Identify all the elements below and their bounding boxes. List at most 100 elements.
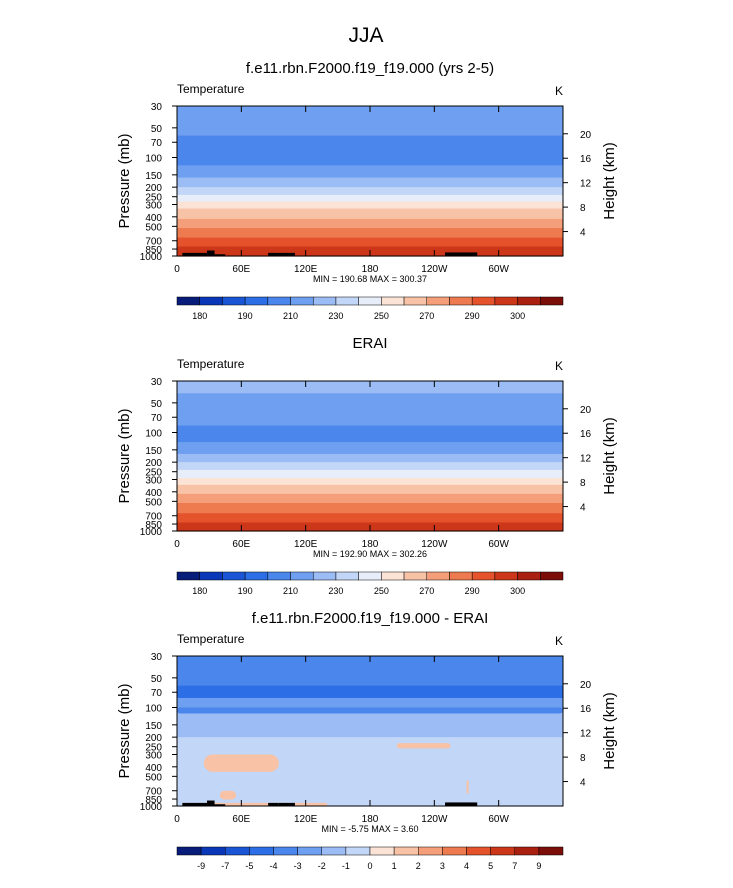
colorbar-box: [426, 296, 450, 306]
x-tick-label: 0: [174, 264, 180, 275]
min-max-stats: MIN = -5.75 MAX = 3.60: [321, 824, 418, 834]
panels: f.e11.rbn.F2000.f19_f19.000 (yrs 2-5)Tem…: [116, 60, 618, 871]
colorbar-box: [369, 846, 395, 856]
colorbar-label: 290: [465, 311, 480, 321]
contour-anomaly: [219, 790, 236, 800]
y-tick-label: 700: [145, 237, 162, 248]
colorbar-box: [358, 571, 382, 581]
colorbar-label: 180: [192, 311, 207, 321]
colorbar-label: -2: [318, 861, 326, 871]
contour-band: [177, 228, 563, 239]
y-tick-label: 300: [145, 200, 162, 211]
y2-tick-label: 20: [580, 130, 592, 141]
colorbar-box: [517, 296, 541, 306]
y2-tick-label: 16: [580, 154, 592, 165]
colorbar-label: -1: [342, 861, 350, 871]
contour-band: [177, 187, 563, 196]
panel-title: ERAI: [352, 335, 387, 352]
y-tick-label: 500: [145, 222, 162, 233]
panel-right-label: K: [555, 84, 563, 98]
x-tick-label: 60W: [488, 814, 509, 825]
contour-band: [177, 478, 563, 486]
y2-tick-label: 8: [580, 753, 586, 764]
colorbar-box: [176, 296, 200, 306]
contour-band: [177, 442, 563, 455]
y2-tick-label: 4: [580, 503, 586, 514]
topography-block: [278, 802, 295, 806]
panel-title: f.e11.rbn.F2000.f19_f19.000 (yrs 2-5): [246, 60, 494, 77]
colorbar-box: [393, 846, 419, 856]
colorbar-box: [199, 296, 223, 306]
contour-band: [177, 503, 563, 514]
x-tick-label: 120E: [294, 814, 318, 825]
y-tick-label: 150: [145, 721, 162, 732]
y-tick-label: 1000: [140, 527, 163, 538]
colorbar-box: [267, 296, 291, 306]
y-tick-label: 850: [145, 520, 162, 531]
contour-anomaly: [177, 707, 563, 714]
colorbar-box: [418, 846, 443, 856]
y-tick-label: 50: [151, 124, 163, 135]
y-tick-label: 500: [145, 497, 162, 508]
contour-band: [177, 118, 563, 137]
colorbar-box: [466, 846, 491, 856]
colorbar-label: 270: [419, 311, 434, 321]
min-max-stats: MIN = 192.90 MAX = 302.26: [313, 549, 427, 559]
figure-title: JJA: [348, 24, 383, 47]
contour-anomaly: [203, 754, 279, 772]
x-tick-label: 120W: [421, 814, 448, 825]
x-tick-label: 120W: [421, 539, 448, 550]
y-tick-label: 200: [145, 458, 162, 469]
colorbar-box: [297, 846, 322, 856]
colorbar-box: [442, 846, 467, 856]
colorbar-box: [538, 846, 564, 856]
min-max-stats: MIN = 190.68 MAX = 300.37: [313, 274, 427, 284]
colorbar-box: [176, 846, 202, 856]
colorbar-box: [244, 571, 269, 581]
colorbar-box: [471, 571, 496, 581]
y-axis-label: Pressure (mb): [116, 683, 133, 778]
colorbar-label: 250: [374, 586, 389, 596]
contour-band: [177, 685, 563, 699]
panel-right-label: K: [555, 634, 563, 648]
colorbar-box: [222, 571, 246, 581]
colorbar-box: [540, 296, 564, 306]
colorbar-label: 250: [374, 311, 389, 321]
colorbar-box: [199, 571, 223, 581]
contour-band: [177, 177, 563, 188]
y2-tick-label: 16: [580, 429, 592, 440]
y2-axis-label: Height (km): [601, 142, 618, 220]
colorbar-box: [200, 846, 226, 856]
y-tick-label: 400: [145, 213, 162, 224]
topography-block: [268, 252, 279, 256]
colorbar-box: [225, 846, 250, 856]
colorbar-label: -5: [245, 861, 253, 871]
contour-band: [177, 237, 563, 248]
contour-band: [177, 201, 563, 210]
topography-block: [182, 252, 215, 256]
colorbar-label: 180: [192, 586, 207, 596]
colorbar-box: [312, 296, 337, 306]
topography-block: [207, 800, 215, 806]
colorbar-box: [517, 571, 541, 581]
y-tick-label: 30: [151, 102, 163, 113]
y-tick-label: 1000: [140, 802, 163, 813]
y-tick-label: 1000: [140, 252, 163, 263]
colorbar-box: [267, 571, 291, 581]
colorbar-label: 2: [416, 861, 421, 871]
panel-left-label: Temperature: [177, 82, 245, 96]
colorbar-box: [249, 846, 274, 856]
y-tick-label: 70: [151, 138, 163, 149]
y-tick-label: 850: [145, 795, 162, 806]
panel-3: f.e11.rbn.F2000.f19_f19.000 - ERAI Temper…: [116, 610, 618, 871]
x-tick-label: 0: [174, 814, 180, 825]
y-tick-label: 70: [151, 413, 163, 424]
x-tick-label: 60E: [232, 264, 250, 275]
x-tick-label: 180: [362, 539, 379, 550]
colorbar-label: 190: [238, 311, 253, 321]
y2-tick-label: 12: [580, 179, 592, 190]
y-axis-label: Pressure (mb): [116, 133, 133, 228]
y-tick-label: 250: [145, 193, 162, 204]
colorbar-box: [244, 296, 269, 306]
y2-tick-label: 16: [580, 704, 592, 715]
